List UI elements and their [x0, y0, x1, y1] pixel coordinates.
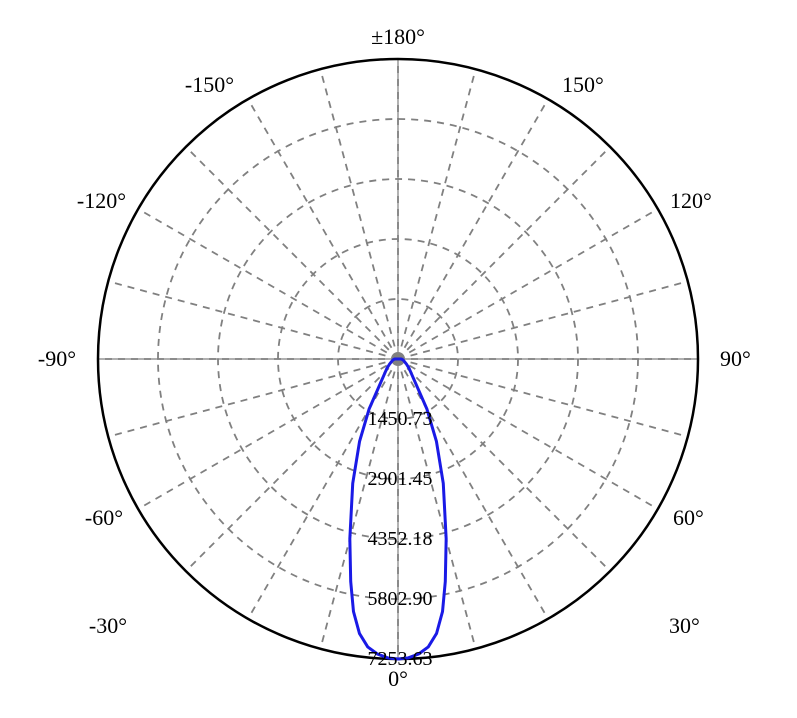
angle-tick-label: 120°: [670, 188, 712, 213]
angle-tick-label: -90°: [38, 346, 76, 371]
angle-tick-label: 60°: [673, 505, 704, 530]
radial-tick-label: 5802.90: [368, 588, 433, 610]
polar-chart: 1450.732901.454352.185802.907253.630°30°…: [0, 0, 797, 718]
angle-tick-label: 90°: [720, 346, 751, 371]
angle-tick-label: -150°: [185, 72, 234, 97]
angle-tick-label: -120°: [77, 188, 126, 213]
angle-tick-label: ±180°: [371, 24, 425, 49]
radial-tick-label: 4352.18: [368, 528, 433, 550]
angle-tick-label: 30°: [669, 613, 700, 638]
radial-tick-label: 1450.73: [368, 408, 433, 430]
angle-tick-label: -30°: [89, 613, 127, 638]
angle-tick-label: 150°: [562, 72, 604, 97]
radial-tick-label: 2901.45: [368, 468, 433, 490]
angle-tick-label: -60°: [85, 505, 123, 530]
angle-tick-label: 0°: [388, 666, 408, 691]
